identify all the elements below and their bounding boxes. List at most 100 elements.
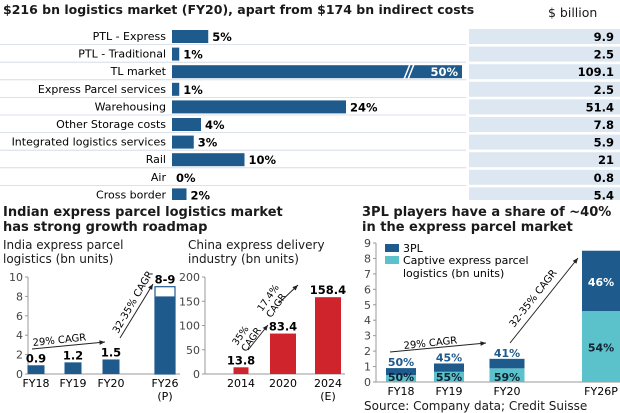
value-cell bbox=[469, 117, 620, 132]
value-cell bbox=[469, 134, 620, 150]
value-label: 5.4 bbox=[594, 188, 614, 200]
bar bbox=[172, 30, 209, 43]
value-label: 109.1 bbox=[578, 65, 614, 79]
category-label: PTL - Traditional bbox=[78, 48, 166, 61]
y-tick-label: 1 bbox=[364, 361, 371, 374]
share-label: 1% bbox=[183, 83, 203, 97]
share-label-captive: 54% bbox=[588, 342, 614, 355]
india-section-title-text: Indian express parcel logistics market h… bbox=[3, 205, 283, 235]
value-column-header: $ billion bbox=[548, 5, 598, 20]
value-cell bbox=[469, 187, 620, 200]
cagr-annotation: 29% CAGR bbox=[403, 335, 458, 352]
y-tick-label: 2 bbox=[364, 345, 371, 358]
legend-label-captive: Captive express parcel logistics (bn unit… bbox=[403, 254, 529, 280]
bar bbox=[27, 365, 45, 374]
data-label: 1.2 bbox=[63, 348, 83, 362]
bar bbox=[315, 297, 341, 374]
y-tick-label: 6 bbox=[364, 283, 371, 296]
value-label: 2.5 bbox=[594, 48, 614, 62]
data-label: 83.4 bbox=[269, 320, 297, 334]
share-label: 2% bbox=[191, 188, 211, 200]
bar bbox=[172, 188, 187, 200]
data-label: 158.4 bbox=[310, 283, 346, 297]
cagr-annotation: 32-35% CAGR bbox=[508, 268, 560, 330]
share-label: 4% bbox=[205, 118, 225, 132]
share-label-captive: 50% bbox=[388, 371, 414, 384]
logistics-market-chart: PTL - Express 5% 9.9 PTL - Traditional 1% 2.5… bbox=[0, 29, 620, 200]
y-tick-label: 0 bbox=[364, 376, 371, 389]
arrow-head bbox=[262, 325, 268, 331]
y-tick-label: 50 bbox=[186, 344, 200, 357]
share-label: 3% bbox=[198, 136, 218, 150]
category-label: Rail bbox=[146, 153, 166, 166]
share-label: 0% bbox=[176, 171, 196, 185]
china-chart-title: China express delivery industry (bn unit… bbox=[188, 238, 325, 266]
x-tick-label: FY26 bbox=[151, 377, 178, 390]
y-tick-label: 0 bbox=[16, 368, 23, 381]
value-cell bbox=[469, 64, 620, 80]
value-cell bbox=[469, 46, 620, 62]
y-tick-label: 8 bbox=[364, 252, 371, 265]
value-cell bbox=[469, 81, 620, 97]
share-label-3pl: 45% bbox=[436, 351, 462, 364]
legend-swatch-captive bbox=[385, 256, 399, 264]
bar bbox=[270, 333, 296, 374]
category-label: Warehousing bbox=[95, 100, 166, 113]
category-label: Express Parcel services bbox=[38, 83, 166, 96]
top-chart-title: $216 bn logistics market (FY20), apart f… bbox=[3, 2, 475, 17]
arrow-head bbox=[480, 341, 486, 346]
axis-break bbox=[407, 63, 415, 80]
arrow-head bbox=[572, 258, 578, 264]
x-tick-label: 2014 bbox=[227, 377, 255, 390]
y-tick-label: 4 bbox=[364, 314, 371, 327]
bar-segment-captive bbox=[582, 311, 620, 382]
cagr-arrow bbox=[119, 283, 154, 339]
bar bbox=[172, 100, 346, 114]
data-label: 13.8 bbox=[227, 353, 255, 367]
x-tick-label: 2024 bbox=[314, 377, 342, 390]
y-tick-label: 10 bbox=[9, 271, 23, 284]
value-label: 51.4 bbox=[586, 100, 614, 114]
cagr-annotation: 35%CAGR bbox=[230, 319, 264, 354]
bar-segment-captive bbox=[386, 375, 416, 382]
value-cell bbox=[469, 99, 620, 115]
category-label: Air bbox=[151, 171, 167, 184]
y-tick-label: 4 bbox=[16, 329, 23, 342]
share-label-3pl: 41% bbox=[494, 347, 520, 360]
value-cell bbox=[469, 29, 620, 44]
share-label-captive: 59% bbox=[494, 371, 520, 384]
legend-label-3pl: 3PL bbox=[403, 242, 424, 255]
share-label-3pl: 46% bbox=[588, 276, 614, 289]
bar-segment-captive bbox=[489, 368, 525, 382]
bar bbox=[172, 135, 194, 149]
bar-segment-captive bbox=[434, 371, 464, 382]
share-label: 24% bbox=[350, 100, 378, 114]
bar bbox=[233, 367, 249, 374]
y-tick-label: 200 bbox=[179, 271, 200, 284]
y-tick-label: 2 bbox=[16, 349, 23, 362]
y-tick-label: 3 bbox=[364, 330, 371, 343]
x-tick-label: FY19 bbox=[435, 385, 462, 398]
cagr-arrow bbox=[509, 257, 579, 344]
bar bbox=[64, 362, 82, 374]
bar bbox=[172, 153, 245, 167]
category-label: Cross border bbox=[96, 188, 166, 200]
source-note: Source: Company data; Credit Suisse bbox=[364, 399, 588, 413]
arrow-head bbox=[99, 340, 105, 345]
category-label: PTL - Express bbox=[93, 30, 167, 43]
data-label: 8-9 bbox=[155, 273, 176, 287]
cagr-arrow bbox=[31, 341, 106, 350]
x-tick-label: FY20 bbox=[97, 377, 124, 390]
x-tick-label: FY18 bbox=[22, 377, 49, 390]
category-label: Other Storage costs bbox=[56, 118, 166, 131]
data-label: 1.5 bbox=[101, 345, 121, 359]
x-tick-sublabel: (P) bbox=[157, 390, 172, 403]
bar-segment-3pl bbox=[582, 250, 620, 312]
bar-segment-3pl bbox=[489, 358, 525, 369]
share-label: 10% bbox=[249, 153, 277, 167]
value-label: 21 bbox=[598, 153, 614, 167]
bar bbox=[172, 82, 180, 96]
y-tick-label: 0 bbox=[193, 368, 200, 381]
bar bbox=[172, 118, 201, 131]
bar bbox=[155, 296, 175, 374]
